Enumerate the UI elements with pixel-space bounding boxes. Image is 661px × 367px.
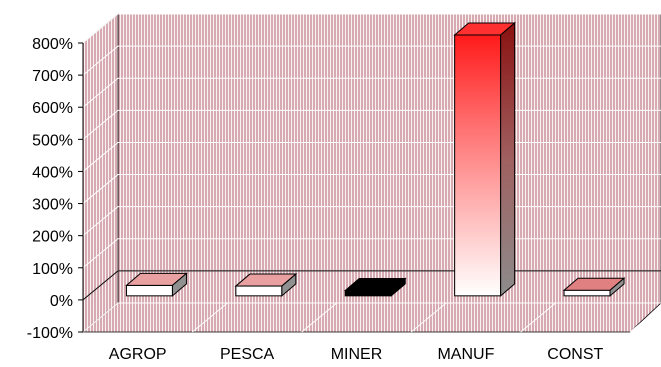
floor-divider [410, 302, 447, 333]
y-tick-label: -100% [27, 325, 73, 342]
y-tick-label: 700% [32, 68, 73, 85]
bar-side [171, 272, 187, 297]
y-tick-label: 400% [32, 164, 73, 181]
bar [453, 21, 517, 297]
x-tick-label: CONST [547, 346, 603, 363]
bar-side [281, 272, 297, 297]
bar [562, 277, 626, 297]
floor-divider [629, 305, 661, 333]
gridline [82, 13, 661, 44]
y-axis-ticks: -100% 0% 100% 200% 300% 400% 500% 600% 700% 800% [27, 36, 84, 342]
bar-front [344, 290, 392, 297]
y-tick-label: 300% [32, 197, 73, 214]
floor-divider [301, 302, 338, 333]
x-axis-labels: AGROP PESCA MINER MANUF CONST [109, 346, 604, 363]
gridline [82, 302, 661, 333]
x-tick-label: PESCA [220, 346, 275, 363]
floor-dividers [192, 302, 661, 333]
bar-front [563, 289, 611, 297]
bar-side [500, 21, 516, 297]
chart-back-wall [117, 13, 661, 304]
bar [234, 272, 298, 297]
bar-side [390, 277, 406, 297]
y-tick-label: 100% [32, 261, 73, 278]
bar [343, 277, 407, 297]
chart-floor [81, 302, 661, 333]
y-tick-label: 0% [50, 293, 73, 310]
bar-front [454, 34, 502, 297]
floor-divider [520, 302, 556, 333]
y-tick-label: 200% [32, 229, 73, 246]
x-tick-label: MANUF [437, 346, 494, 363]
bars [125, 21, 626, 297]
x-tick-label: AGROP [109, 346, 167, 363]
y-tick-label: 800% [32, 36, 73, 53]
floor-divider [192, 302, 228, 333]
bar-front [125, 284, 173, 297]
bar [125, 272, 188, 297]
bar-side [609, 277, 625, 297]
y-tick-label: 500% [32, 132, 73, 149]
y-tick-label: 600% [32, 100, 73, 117]
x-tick-label: MINER [331, 346, 383, 363]
bar-front [235, 285, 283, 297]
chart-side-wall [82, 13, 119, 333]
